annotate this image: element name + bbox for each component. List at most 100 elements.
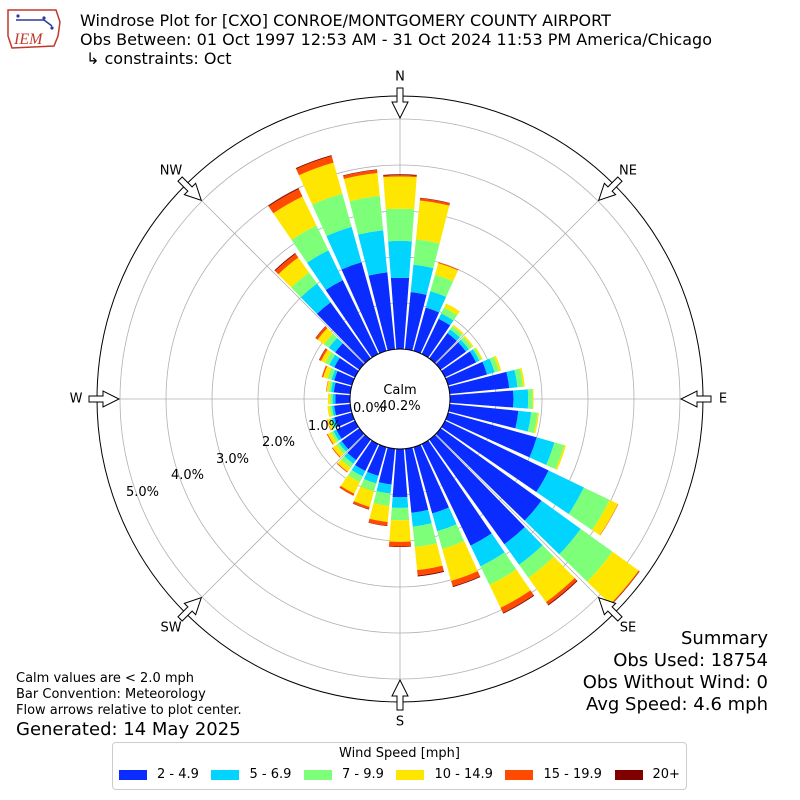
- legend-title: Wind Speed [mph]: [339, 746, 460, 761]
- chart-title-block: Windrose Plot for [CXO] CONROE/MONTGOMER…: [80, 11, 712, 68]
- legend-item: 10 - 14.9: [396, 767, 493, 782]
- legend-label: 7 - 9.9: [341, 767, 384, 782]
- windrose-bar-segment: [493, 355, 502, 372]
- ring-label-3: 3.0%: [216, 452, 250, 467]
- windrose-bar-segment: [452, 324, 464, 335]
- windrose-bar-segment: [527, 412, 538, 434]
- windrose-bar-segment: [354, 440, 379, 471]
- windrose-bar-segment: [353, 486, 375, 507]
- windrose-bar-segment: [441, 307, 458, 321]
- windrose-bar-segment: [342, 169, 378, 176]
- windrose-bar-segment: [441, 351, 477, 378]
- windrose-bar-segment: [390, 277, 410, 350]
- windrose-bar-segment: [337, 459, 351, 472]
- windrose-bar-segment: [334, 357, 359, 378]
- windrose-bar-segment: [291, 225, 329, 263]
- windrose-bar-segment: [449, 390, 514, 408]
- windrose-bar-segment: [338, 441, 349, 452]
- windrose-bar-segment: [438, 262, 459, 271]
- windrose-bar-segment: [412, 523, 437, 548]
- legend-swatch: [119, 769, 147, 780]
- windrose-bar-segment: [340, 456, 354, 468]
- legend-swatch: [303, 769, 332, 780]
- windrose-bar-segment: [369, 503, 390, 522]
- windrose-bar-segment: [432, 507, 457, 532]
- windrose-bar-segment: [506, 369, 518, 389]
- windrose-bar-segment: [358, 230, 388, 276]
- windrose-bar-segment: [390, 507, 410, 521]
- windrose-bar-segment: [347, 469, 363, 483]
- flow-arrow-icon: [391, 678, 409, 711]
- windrose-bar-segment: [320, 349, 332, 363]
- windrose-bar-segment: [378, 447, 396, 485]
- windrose-bar-segment: [404, 292, 427, 351]
- windrose-bar-segment: [295, 155, 332, 169]
- legend-swatch: [396, 769, 425, 780]
- ring-label-4: 4.0%: [171, 468, 205, 483]
- windrose-bar-segment: [599, 503, 619, 536]
- windrose-bar-segment: [480, 552, 517, 585]
- windrose-bar-segment: [388, 546, 412, 547]
- windrose-bar-segment: [268, 188, 299, 207]
- windrose-bar-segment: [331, 417, 338, 429]
- summary-obs-without-wind: Obs Without Wind: 0: [582, 672, 768, 693]
- flow-arrow-icon: [177, 596, 203, 622]
- windrose-bar-segment: [445, 361, 488, 386]
- windrose-bar-segment: [559, 528, 613, 582]
- windrose-bar-segment: [500, 590, 534, 613]
- legend-label: 2 - 4.9: [157, 767, 199, 782]
- windrose-bar-segment: [447, 329, 460, 341]
- flow-arrow-icon: [597, 176, 623, 202]
- windrose-bar-segment: [335, 343, 365, 370]
- flow-arrow-icon: [88, 390, 121, 408]
- iem-logo: IEM: [7, 9, 61, 49]
- windrose-bar-segment: [388, 240, 412, 279]
- summary-obs-used: Obs Used: 18754: [613, 650, 768, 671]
- windrose-bar-segment: [334, 403, 352, 416]
- windrose-bar-segment: [343, 169, 378, 179]
- windrose-bar-segment: [420, 197, 450, 204]
- windrose-bar-segment: [413, 239, 440, 269]
- legend: Wind Speed [mph] 2 - 4.9 5 - 6.9 7 - 9.9…: [112, 742, 687, 790]
- windrose-bar-segment: [392, 448, 408, 498]
- windrose-bar-segment: [451, 571, 481, 587]
- windrose-bar-segment: [489, 356, 500, 373]
- windrose-bar-segment: [376, 482, 392, 494]
- windrose-bar-segment: [367, 444, 387, 476]
- windrose-bar-segment: [435, 342, 467, 370]
- windrose-bar-segment: [437, 524, 465, 549]
- windrose-bar-segment: [547, 580, 578, 606]
- windrose-bar-segment: [568, 487, 610, 531]
- windrose-bar-segment: [470, 533, 505, 567]
- windrose-bar-segment: [448, 371, 510, 395]
- windrose-bar-segment: [592, 499, 618, 536]
- legend-item: 7 - 9.9: [303, 767, 384, 782]
- windrose-bar-segment: [331, 405, 336, 416]
- windrose-bar-segment: [450, 326, 463, 338]
- legend-label: 5 - 6.9: [249, 767, 292, 782]
- windrose-bar-segment: [435, 428, 542, 521]
- windrose-bar-segment: [347, 434, 371, 461]
- windrose-bar-segment: [460, 337, 472, 350]
- windrose-bar-segment: [410, 264, 434, 295]
- legend-swatch: [211, 769, 240, 780]
- grid-spoke: [435, 184, 615, 364]
- windrose-bar-segment: [325, 280, 379, 358]
- windrose-bar-segment: [336, 442, 347, 454]
- windrose-bar-segment: [330, 393, 333, 405]
- windrose-bar-segment: [448, 403, 519, 429]
- windrose-bar-segment: [336, 420, 359, 439]
- windrose-bar-segment: [527, 389, 533, 409]
- chart-constraints: ↳ constraints: Oct: [86, 49, 232, 68]
- windrose-bar-segment: [291, 272, 318, 298]
- windrose-bar-segment: [524, 500, 581, 555]
- windrose-bar-segment: [332, 393, 336, 405]
- windrose-bar-segment: [383, 176, 417, 210]
- windrose-bar-segment: [383, 174, 417, 176]
- windrose-bar-segment: [513, 389, 529, 409]
- windrose-bar-segment: [333, 429, 342, 441]
- legend-item: 2 - 4.9: [119, 767, 199, 782]
- compass-nw: NW: [159, 163, 183, 179]
- windrose-bar-segment: [273, 196, 317, 240]
- windrose-bar-segment: [328, 337, 343, 353]
